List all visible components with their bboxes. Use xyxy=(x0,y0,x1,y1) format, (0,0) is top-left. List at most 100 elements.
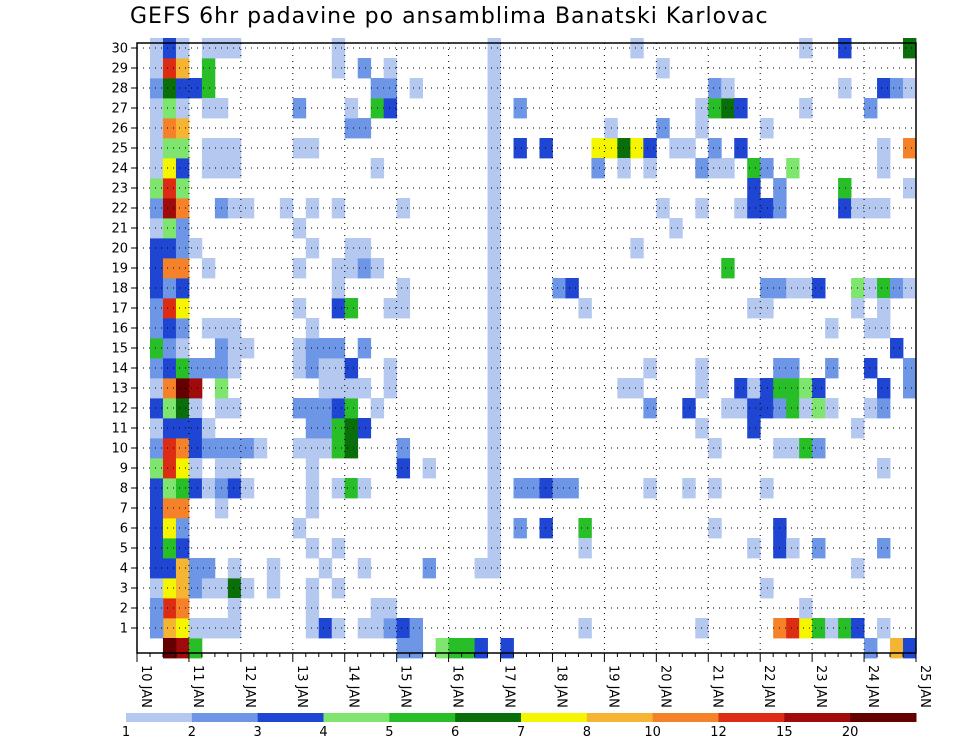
heatmap-cell xyxy=(162,158,177,179)
heatmap-cell xyxy=(396,458,411,479)
heatmap-cell xyxy=(175,298,190,319)
heatmap-cell xyxy=(175,458,190,479)
heatmap-cell xyxy=(162,38,177,59)
heatmap-cell xyxy=(357,418,372,439)
heatmap-cell xyxy=(240,478,255,499)
heatmap-cell xyxy=(305,578,320,599)
heatmap-cell xyxy=(734,398,748,419)
heatmap-cell xyxy=(331,38,346,59)
heatmap-cell xyxy=(513,98,527,119)
heatmap-cell xyxy=(734,198,748,219)
heatmap-cell xyxy=(357,378,372,399)
heatmap-cell xyxy=(162,238,177,259)
heatmap-cell xyxy=(149,518,164,539)
heatmap-cell xyxy=(149,218,164,239)
heatmap-cell xyxy=(357,558,372,579)
heatmap-cell xyxy=(331,198,346,219)
x-tick-label: 10 JAN xyxy=(138,665,153,708)
y-tick-label: 11 xyxy=(111,422,128,437)
heatmap-cell xyxy=(240,438,255,459)
heatmap-cell xyxy=(149,478,164,499)
heatmap-cell xyxy=(487,118,501,139)
heatmap-cell xyxy=(396,638,411,659)
heatmap-cell xyxy=(617,378,631,399)
heatmap-cell xyxy=(201,358,216,379)
heatmap-cell xyxy=(162,318,177,339)
heatmap-cell xyxy=(149,438,164,459)
heatmap-cell xyxy=(175,238,190,259)
y-tick-label: 24 xyxy=(111,162,128,177)
heatmap-cell xyxy=(513,478,527,499)
heatmap-cell xyxy=(162,498,177,519)
heatmap-cell xyxy=(448,638,462,659)
heatmap-cell xyxy=(344,238,359,259)
y-tick-label: 29 xyxy=(111,62,128,77)
heatmap-cell xyxy=(786,358,800,379)
heatmap-cell xyxy=(227,138,242,159)
heatmap-cell xyxy=(812,398,826,419)
heatmap-cell xyxy=(305,458,320,479)
heatmap-cell xyxy=(903,638,917,659)
heatmap-cell xyxy=(799,618,813,639)
heatmap-cell xyxy=(396,438,411,459)
heatmap-cell xyxy=(240,578,255,599)
heatmap-cell xyxy=(188,578,203,599)
y-tick-label: 4 xyxy=(120,562,128,577)
heatmap-cell xyxy=(396,618,411,639)
heatmap-cell xyxy=(318,398,333,419)
heatmap-cell xyxy=(643,398,657,419)
heatmap-cell xyxy=(487,538,501,559)
heatmap-cell xyxy=(422,458,437,479)
heatmap-cell xyxy=(149,418,164,439)
heatmap-cell xyxy=(487,38,501,59)
y-tick-label: 1 xyxy=(120,622,128,637)
heatmap-cell xyxy=(175,418,190,439)
heatmap-cell xyxy=(149,298,164,319)
legend-label: 20 xyxy=(842,725,859,740)
heatmap-cell xyxy=(578,538,592,559)
heatmap-cell xyxy=(630,378,644,399)
heatmap-cell xyxy=(643,138,657,159)
heatmap-cell xyxy=(877,78,891,99)
heatmap-cell xyxy=(227,338,242,359)
heatmap-cell xyxy=(149,358,164,379)
heatmap-cell xyxy=(162,518,177,539)
heatmap-cell xyxy=(175,78,190,99)
heatmap-cell xyxy=(864,198,878,219)
heatmap-cell xyxy=(747,538,761,559)
heatmap-cell xyxy=(357,258,372,279)
heatmap-cell xyxy=(786,398,800,419)
heatmap-cell xyxy=(227,358,242,379)
heatmap-cell xyxy=(487,258,501,279)
heatmap-cell xyxy=(175,218,190,239)
heatmap-cell xyxy=(175,498,190,519)
heatmap-cell xyxy=(175,618,190,639)
heatmap-cell xyxy=(682,478,696,499)
heatmap-cell xyxy=(890,338,904,359)
heatmap-cell xyxy=(721,78,735,99)
y-axis: 1234567891011121314151617181920212223242… xyxy=(111,42,137,637)
heatmap-cell xyxy=(825,318,839,339)
heatmap-cell xyxy=(201,258,216,279)
heatmap-cell xyxy=(890,638,904,659)
heatmap-cell xyxy=(760,378,774,399)
heatmap-cell xyxy=(188,558,203,579)
heatmap-cell xyxy=(799,398,813,419)
heatmap-cell xyxy=(331,418,346,439)
y-tick-label: 30 xyxy=(111,42,128,57)
heatmap-cell xyxy=(149,178,164,199)
heatmap-cell xyxy=(175,358,190,379)
heatmap-cell xyxy=(305,498,320,519)
heatmap-cell xyxy=(760,478,774,499)
heatmap-cell xyxy=(201,58,216,79)
heatmap-cell xyxy=(357,118,372,139)
heatmap-cell xyxy=(747,398,761,419)
legend-color-box xyxy=(257,713,324,722)
heatmap-cell xyxy=(188,618,203,639)
heatmap-cell xyxy=(630,138,644,159)
heatmap-cell xyxy=(175,98,190,119)
heatmap-cell xyxy=(318,618,333,639)
heatmap-cell xyxy=(227,438,242,459)
heatmap-cell xyxy=(487,398,501,419)
